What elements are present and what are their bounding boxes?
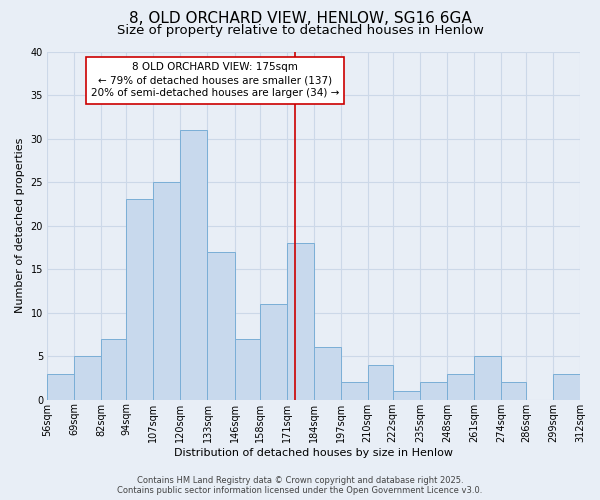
Text: Contains HM Land Registry data © Crown copyright and database right 2025.
Contai: Contains HM Land Registry data © Crown c… xyxy=(118,476,482,495)
X-axis label: Distribution of detached houses by size in Henlow: Distribution of detached houses by size … xyxy=(174,448,453,458)
Bar xyxy=(127,200,154,400)
Bar xyxy=(314,348,341,400)
Bar xyxy=(341,382,368,400)
Bar xyxy=(74,356,101,400)
Text: Size of property relative to detached houses in Henlow: Size of property relative to detached ho… xyxy=(116,24,484,37)
Bar xyxy=(208,252,235,400)
Bar xyxy=(260,304,287,400)
Bar xyxy=(235,338,260,400)
Bar xyxy=(101,338,127,400)
Bar xyxy=(447,374,474,400)
Bar xyxy=(392,391,420,400)
Bar xyxy=(474,356,501,400)
Text: 8, OLD ORCHARD VIEW, HENLOW, SG16 6GA: 8, OLD ORCHARD VIEW, HENLOW, SG16 6GA xyxy=(128,11,472,26)
Bar xyxy=(47,374,74,400)
Bar xyxy=(501,382,526,400)
Bar xyxy=(154,182,181,400)
Bar xyxy=(287,243,314,400)
Bar xyxy=(181,130,208,400)
Y-axis label: Number of detached properties: Number of detached properties xyxy=(15,138,25,314)
Bar xyxy=(368,365,392,400)
Bar xyxy=(553,374,580,400)
Text: 8 OLD ORCHARD VIEW: 175sqm
← 79% of detached houses are smaller (137)
20% of sem: 8 OLD ORCHARD VIEW: 175sqm ← 79% of deta… xyxy=(91,62,339,98)
Bar xyxy=(420,382,447,400)
